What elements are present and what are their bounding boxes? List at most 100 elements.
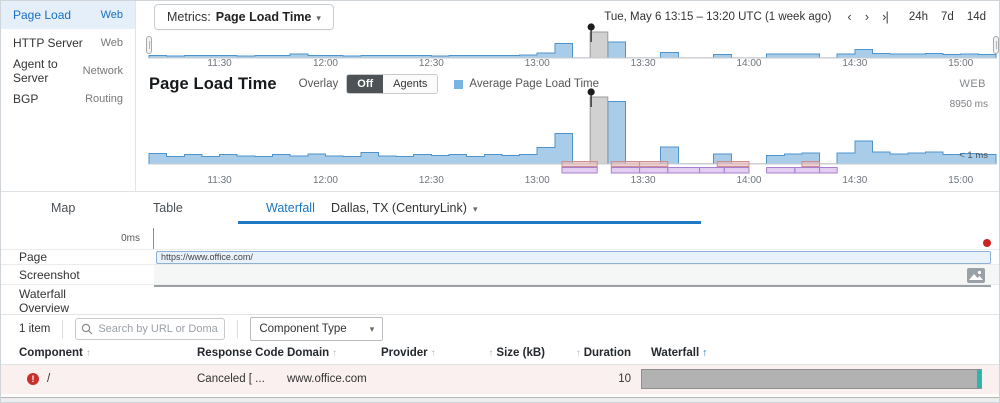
component-table-row[interactable]: / Canceled [ ... www.office.com 10 [1,365,999,394]
range-7d-button[interactable]: 7d [941,10,954,23]
active-tab-underline [238,221,701,224]
page-load-time-chart[interactable]: 8950 ms < 1 ms [148,88,997,165]
window-bottom-strip [1,397,999,402]
col-waterfall[interactable]: Waterfall [651,347,707,359]
col-response-code[interactable]: Response Code [197,347,292,359]
range-14d-button[interactable]: 14d [966,10,986,23]
x-tick-label: 14:00 [736,58,762,69]
component-type-value: Component Type [259,323,347,335]
legend-swatch [454,79,464,89]
waterfall-screenshot-row: Screenshot [1,264,999,284]
timeline-x-axis: 11:30 12:00 12:30 13:00 13:30 14:00 14:30 15:00 [149,58,996,70]
x-tick-label: 13:00 [524,58,550,69]
duration-cell: 10 [618,373,631,385]
col-domain[interactable]: Domain [287,347,337,359]
overlay-toggle: Off Agents [346,74,439,94]
range-24h-button[interactable]: 24h [908,10,929,23]
table-filterbar: 1 item Component Type [1,315,999,343]
waterfall-overview-row: Waterfall Overview [1,284,999,315]
metrics-value: Page Load Time [215,9,312,24]
row-label: Screenshot [19,268,80,282]
search-input[interactable] [75,318,226,340]
y-axis-min-label: < 1 ms [959,150,988,161]
divider [237,320,239,338]
toolbar: Metrics: Page Load Time Tue, May 6 13:15… [136,1,999,32]
x-tick-label: 13:30 [630,175,656,186]
ruler-start-label: 0ms [121,233,140,244]
test-type: Web [100,9,123,21]
jump-to-latest-button[interactable] [879,10,891,23]
sidebar-item-http-server[interactable]: HTTP Server Web [1,29,135,57]
brush-handle-right[interactable] [993,36,999,54]
sidebar-item-bgp[interactable]: BGP Routing [1,85,135,113]
tab-table[interactable]: Table [153,201,183,215]
x-tick-label: 13:00 [524,175,550,186]
error-icon [27,373,39,385]
sidebar-item-agent-to-server[interactable]: Agent to Server Network [1,57,135,85]
waterfall-bar-tail [977,370,981,388]
x-tick-label: 12:30 [418,58,444,69]
x-tick-label: 14:30 [842,58,868,69]
alert-strips [149,161,996,174]
search-field [75,318,226,340]
x-tick-label: 14:00 [736,175,762,186]
selection-pin-marker [587,23,595,31]
screenshot-thumbnail-icon[interactable] [967,268,985,286]
test-name: BGP [13,92,39,106]
caret-down-icon [316,10,321,24]
col-size[interactable]: Size (kB) [463,347,545,359]
overview-track-line [154,285,991,287]
response-code-cell: Canceled [ ... [197,373,265,385]
test-name: Page Load [13,8,72,22]
table-header: Component Response Code Domain Provider … [1,343,999,365]
sidebar-item-page-load[interactable]: Page Load Web [1,1,135,29]
test-type: Routing [85,93,123,105]
overlay-off-button[interactable]: Off [347,75,384,93]
x-tick-label: 13:30 [630,58,656,69]
domain-cell: www.office.com [287,373,367,385]
metrics-dropdown[interactable]: Metrics: Page Load Time [154,3,334,30]
selected-interval [589,31,609,59]
prev-interval-button[interactable] [844,10,854,23]
legend-label: Average Page Load Time [469,78,599,90]
overlay-label: Overlay [298,78,339,90]
tab-waterfall[interactable]: Waterfall [266,201,315,215]
col-provider[interactable]: Provider [381,347,436,359]
overlay-agents-button[interactable]: Agents [383,75,438,93]
x-tick-label: 14:30 [842,175,868,186]
y-axis-max-label: 8950 ms [949,99,988,110]
ruler-tick [153,228,154,249]
search-icon [82,323,93,335]
brush-handle-left[interactable] [146,36,152,54]
waterfall-bar [641,369,982,389]
next-interval-button[interactable] [862,10,872,23]
location-dropdown[interactable]: Dallas, TX (CenturyLink) [331,201,477,215]
page-title: Page Load Time [149,74,277,93]
chart-legend: Average Page Load Time [454,78,599,90]
test-type: Web [100,37,123,49]
col-component[interactable]: Component [19,347,91,359]
x-tick-label: 12:00 [312,175,338,186]
view-tabbar: Map Table Waterfall Dallas, TX (CenturyL… [1,192,999,224]
screenshot-track [154,265,999,284]
divider [62,320,64,338]
event-marker-dot [983,239,991,247]
component-type-select[interactable]: Component Type [250,317,384,341]
selection-pin-marker [587,88,595,96]
x-tick-label: 12:30 [418,175,444,186]
location-value: Dallas, TX (CenturyLink) [331,201,467,215]
x-tick-label: 11:30 [207,58,232,69]
test-type: Network [82,65,123,77]
page-url-bar[interactable]: https://www.office.com/ [156,251,991,264]
row-label: Page [19,250,48,264]
col-duration[interactable]: Duration [549,347,631,359]
time-range-display: Tue, May 6 13:15 – 13:20 UTC (1 week ago… [604,10,832,23]
x-tick-label: 12:00 [312,58,338,69]
caret-down-icon [473,201,478,215]
tab-map[interactable]: Map [51,201,76,215]
detail-panel: Map Table Waterfall Dallas, TX (CenturyL… [1,191,999,394]
layer-badge: WEB [959,78,986,90]
chart-section-header: Page Load Time Overlay Off Agents Averag… [149,72,999,96]
waterfall-ruler: 0ms [1,224,999,249]
timeline-overview-chart[interactable] [146,23,999,59]
